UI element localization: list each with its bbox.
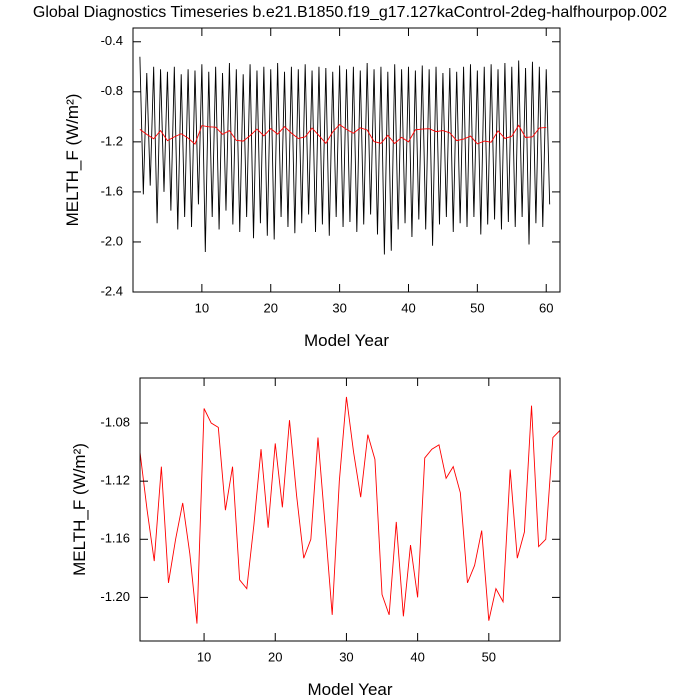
x-tick-label: 50 <box>470 300 484 315</box>
x-tick-label: 40 <box>401 300 415 315</box>
plot-frame <box>139 377 561 642</box>
y-axis-label: MELTH_F (W/m²) <box>63 94 82 227</box>
series-line <box>139 124 547 145</box>
series-line <box>140 396 560 624</box>
y-tick-label: -1.2 <box>101 133 123 148</box>
y-tick-label: -2.4 <box>101 283 123 298</box>
plot-frame <box>132 27 561 293</box>
x-tick-label: 50 <box>482 649 496 664</box>
x-tick-label: 40 <box>410 649 424 664</box>
x-tick-label: 20 <box>264 300 278 315</box>
x-tick-label: 20 <box>268 649 282 664</box>
y-tick-label: -1.6 <box>101 183 123 198</box>
x-tick-label: 10 <box>195 300 209 315</box>
y-tick-label: -1.08 <box>100 414 130 429</box>
x-tick-label: 30 <box>339 649 353 664</box>
x-tick-label: 10 <box>197 649 211 664</box>
x-tick-label: 30 <box>332 300 346 315</box>
y-tick-label: -0.8 <box>101 83 123 98</box>
y-tick-label: -2.0 <box>101 233 123 248</box>
x-tick-label: 60 <box>539 300 553 315</box>
series-line <box>139 56 551 255</box>
y-tick-label: -0.4 <box>101 33 123 48</box>
y-tick-label: -1.12 <box>100 473 130 488</box>
chart-title: Global Diagnostics Timeseries b.e21.B185… <box>33 4 667 21</box>
x-axis-label: Model Year <box>304 331 389 350</box>
y-tick-label: -1.16 <box>100 531 130 546</box>
x-axis-label: Model Year <box>307 680 392 699</box>
y-tick-label: -1.20 <box>100 589 130 604</box>
y-axis-label: MELTH_F (W/m²) <box>70 443 89 576</box>
